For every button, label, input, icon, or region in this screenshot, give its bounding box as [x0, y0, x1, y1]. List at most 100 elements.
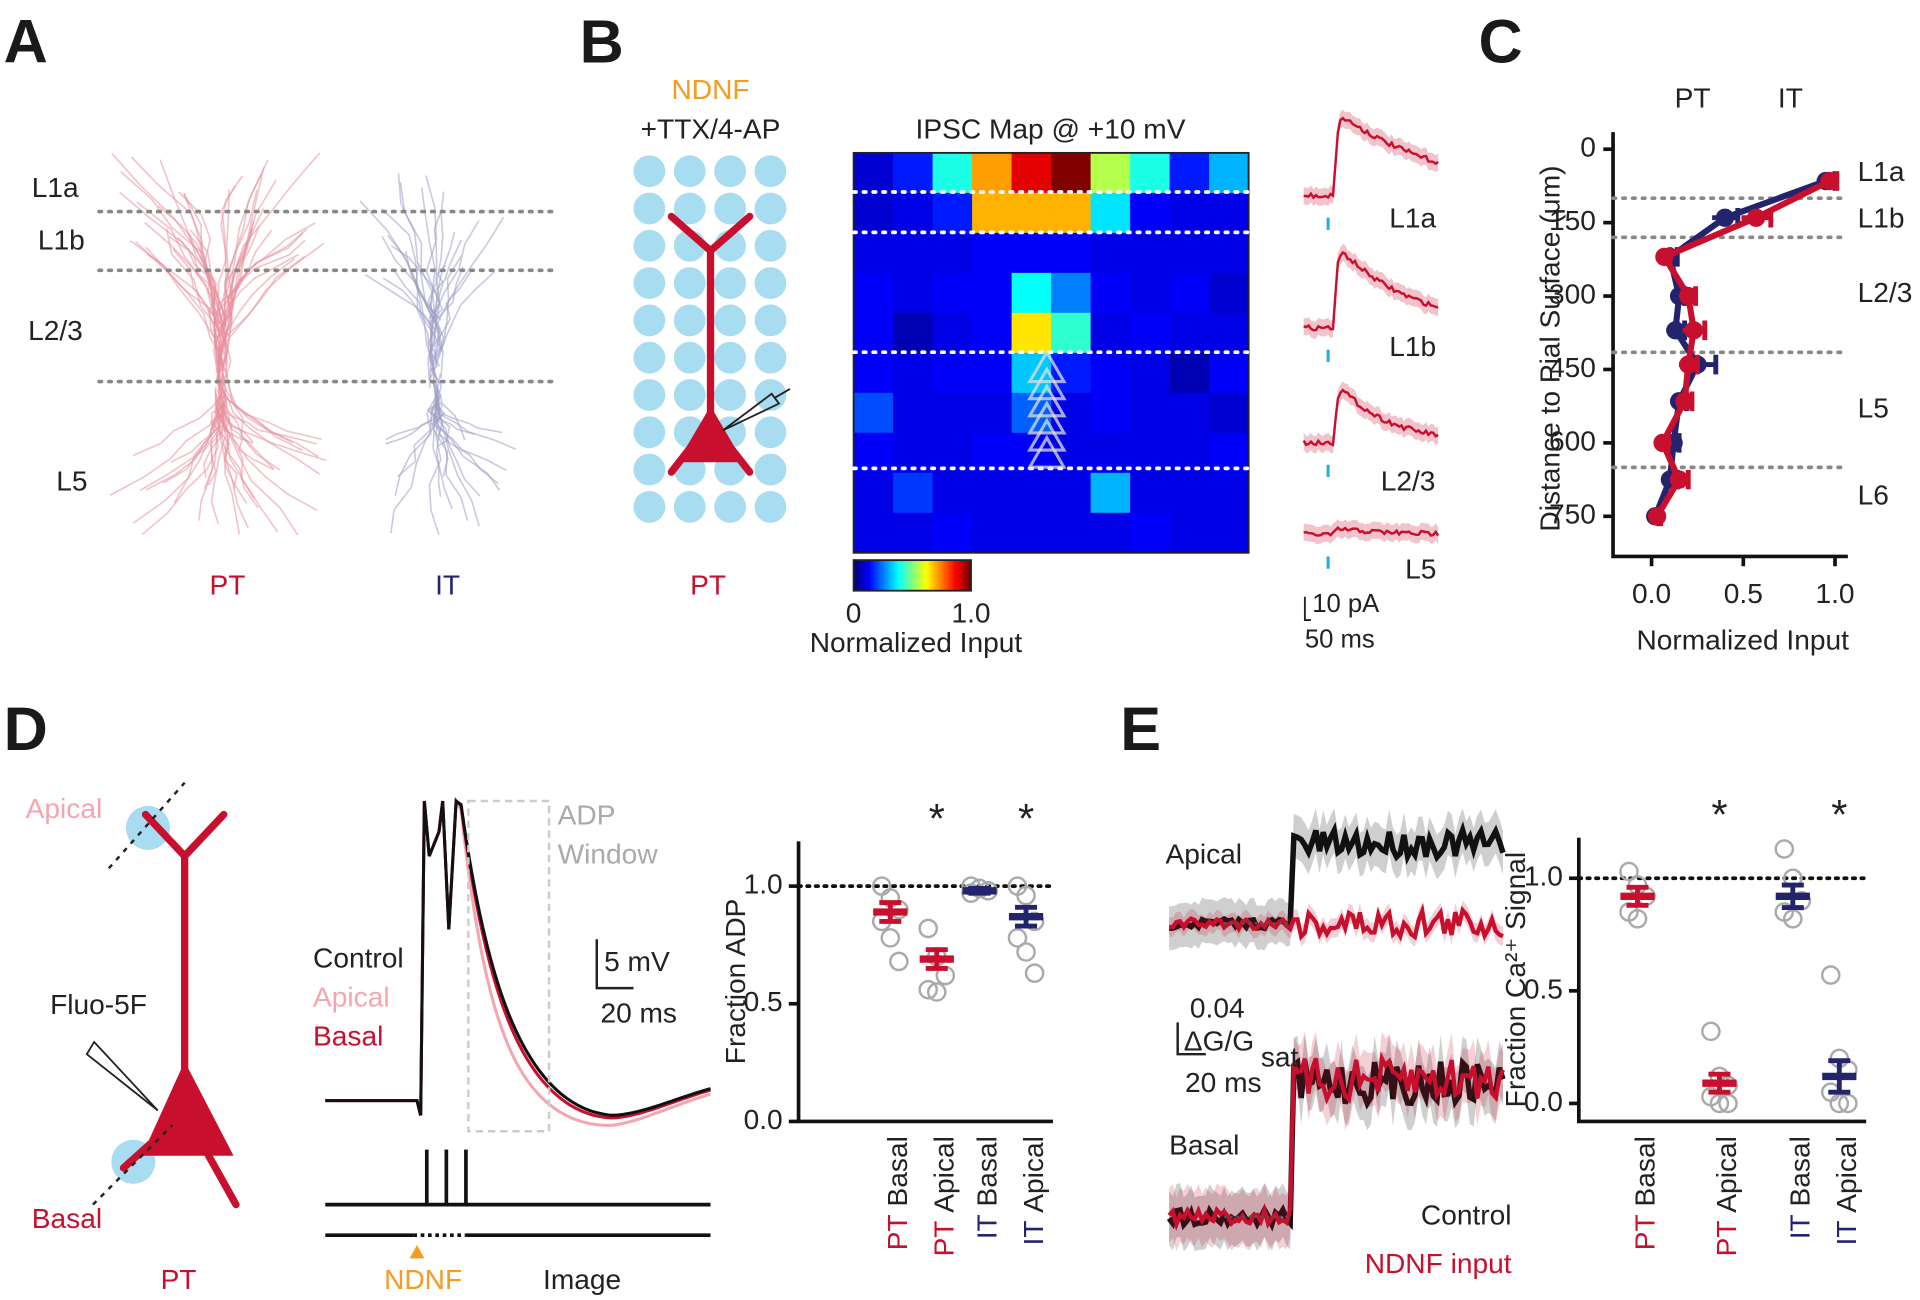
stim-spot — [754, 229, 787, 262]
dendrite — [136, 201, 223, 367]
legend-entry: PT — [1675, 83, 1711, 114]
heatmap-cell — [932, 232, 973, 274]
heatmap-cell — [1090, 272, 1131, 314]
legend-entry: NDNF input — [1365, 1248, 1512, 1279]
stim-spot — [754, 341, 787, 374]
stim-spot — [714, 267, 746, 300]
voltage-trace — [325, 798, 711, 1117]
x-tick-label: 1.0 — [1815, 578, 1854, 609]
data-point — [1829, 1093, 1850, 1114]
stim-spot — [633, 341, 666, 374]
trace — [1303, 251, 1439, 332]
dendrite — [397, 382, 437, 478]
x-tick-label: PT Basal — [1630, 1136, 1661, 1250]
heatmap-cell — [972, 272, 1013, 314]
scale-label: 5 mV — [604, 946, 670, 977]
legend-entry: Apical — [313, 982, 390, 1013]
voltage-traces — [325, 795, 711, 1127]
dendrite — [207, 404, 226, 486]
heatmap-cell — [932, 352, 973, 394]
significance: * — [1711, 791, 1727, 838]
group-label: IT — [972, 1214, 1003, 1239]
data-point — [1783, 909, 1803, 929]
colorbar-segment — [909, 560, 913, 591]
colorbar-segment — [890, 560, 894, 591]
layer-label: L5 — [1858, 392, 1889, 423]
colorbar-segment — [929, 560, 933, 591]
heatmap-cell — [1090, 232, 1131, 274]
group-label: PT — [1630, 1214, 1661, 1250]
y-tick-label: 450 — [1549, 352, 1596, 383]
colorbar-segment — [917, 560, 921, 591]
site-label: Apical — [1165, 838, 1242, 869]
cell-label: PT — [690, 569, 726, 600]
heatmap-title: IPSC Map @ +10 mV — [916, 113, 1186, 144]
dendrite — [432, 271, 496, 373]
colorbar-segment — [880, 560, 884, 591]
significance: * — [1018, 795, 1034, 842]
colorbar-segment — [951, 560, 955, 591]
heatmap-cell — [853, 232, 894, 274]
dendrite — [428, 255, 462, 388]
panel-b: NDNF +TTX/4-AP PT IPSC Map @ +10 mV 0 1.0… — [633, 74, 1440, 658]
group-label: PT — [882, 1214, 913, 1250]
colorbar-segment — [853, 560, 857, 591]
colorbar-segment — [958, 560, 962, 591]
data-point — [1016, 885, 1036, 906]
colorbar-segment — [934, 560, 938, 591]
trace-label: L2/3 — [1381, 465, 1436, 496]
stim-spot — [633, 379, 666, 411]
protocol-label: Image — [543, 1264, 621, 1295]
colorbar-segment — [944, 560, 948, 591]
dendrite — [217, 220, 255, 378]
x-tick-label: 0.5 — [1724, 578, 1763, 609]
heatmap-cell — [1090, 152, 1131, 194]
heatmap-cell — [853, 152, 894, 194]
data-point — [918, 918, 938, 939]
significance: * — [1831, 791, 1847, 838]
soma-marker — [1027, 434, 1067, 469]
panel-e: Apical Basal 0.04 ΔG/G sat 20 ms Control… — [1165, 808, 1512, 1279]
heatmap-cell — [1051, 312, 1092, 354]
stim-spot — [633, 229, 666, 262]
dendrite — [216, 384, 279, 533]
group-label: PT — [929, 1220, 960, 1256]
data-point — [918, 979, 938, 1000]
heatmap-cell — [1169, 272, 1210, 314]
y-tick-label: 1.0 — [1524, 861, 1563, 892]
layer-label: L1b — [1858, 203, 1905, 234]
stim-spot — [754, 155, 787, 188]
heatmap-cell — [1130, 192, 1171, 234]
colorbar-segment — [858, 560, 862, 591]
dendrite — [157, 205, 218, 323]
heatmap-cell — [1051, 192, 1092, 234]
x-tick-label: IT Apical — [1832, 1136, 1863, 1245]
condition-label: Basal — [972, 1136, 1003, 1206]
trace-band — [1169, 1031, 1503, 1252]
y-tick-label: 150 — [1549, 205, 1596, 236]
stim-spot — [673, 155, 706, 188]
calcium-trace — [1169, 821, 1506, 932]
data-point — [1774, 839, 1795, 859]
cell-label: IT — [435, 569, 460, 600]
colorbar-segment — [966, 560, 970, 591]
stim-spot — [754, 192, 787, 225]
heatmap-cell — [1169, 352, 1210, 394]
x-tick-label: IT Basal — [972, 1136, 1003, 1239]
colorbar-segment — [865, 560, 869, 591]
heatmap-cell — [932, 472, 973, 514]
heatmap-cell — [1130, 512, 1171, 554]
legend-entry: Basal — [313, 1021, 383, 1052]
panel-letter: D — [4, 695, 48, 763]
scale-label: 50 ms — [1305, 626, 1375, 654]
dendrite — [428, 366, 466, 441]
heatmap-cell — [1051, 272, 1092, 314]
trace-label: L1a — [1389, 203, 1436, 234]
data-point — [1838, 1093, 1858, 1114]
heatmap-cell — [1209, 272, 1250, 314]
heatmap-cell — [1169, 192, 1210, 234]
site-line — [92, 781, 186, 1206]
heatmap-cell — [1051, 232, 1092, 274]
data-point — [1655, 247, 1674, 267]
